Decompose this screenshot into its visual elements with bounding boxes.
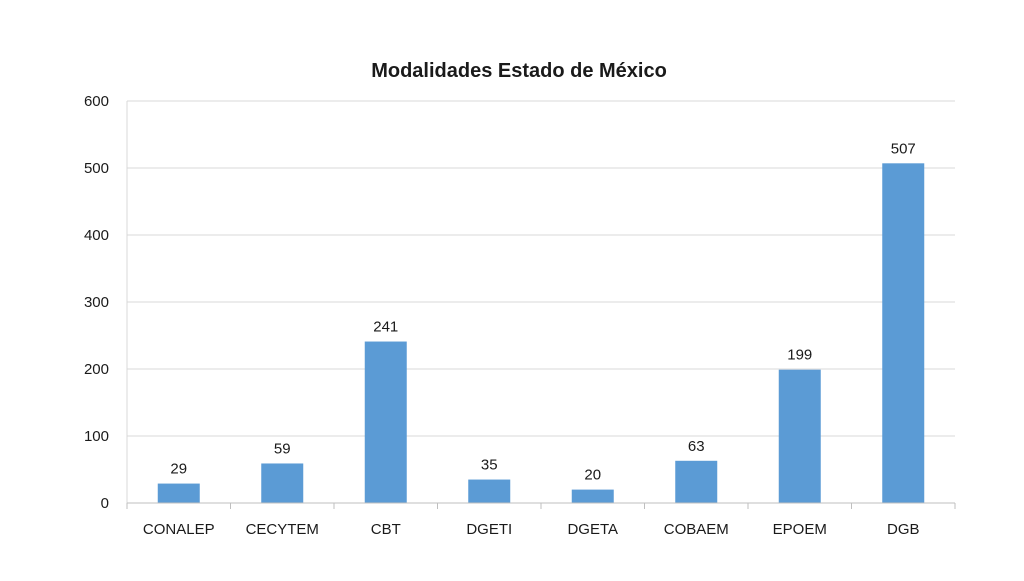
y-tick-label: 100: [84, 428, 109, 445]
data-label: 29: [170, 461, 187, 478]
data-label: 241: [373, 319, 398, 336]
data-label: 199: [787, 347, 812, 364]
data-label: 20: [584, 467, 601, 484]
bars: [157, 163, 925, 503]
x-tick-label: DGETA: [567, 521, 618, 538]
x-tick-label: CONALEP: [143, 521, 215, 538]
bar-cobaem: [675, 460, 718, 503]
bar-epoem: [778, 369, 821, 503]
bar-cecytem: [261, 463, 304, 503]
bar-dgb: [882, 163, 925, 503]
x-tick-label: COBAEM: [664, 521, 729, 538]
data-label: 59: [274, 440, 291, 457]
data-label: 507: [891, 140, 916, 157]
data-label: 63: [688, 438, 705, 455]
y-axis: 0 100 200 300 400 500 600: [84, 93, 128, 512]
y-tick-label: 400: [84, 227, 109, 244]
y-tick-label: 200: [84, 361, 109, 378]
bar-dgeti: [468, 479, 511, 503]
chart-title: Modalidades Estado de México: [371, 60, 667, 82]
data-labels: 29 59 241 35 20 63 199 507: [170, 140, 915, 483]
x-tick-label: DGB: [887, 521, 920, 538]
y-tick-label: 0: [101, 495, 109, 512]
x-tick-label: CBT: [371, 521, 401, 538]
x-axis: CONALEP CECYTEM CBT DGETI DGETA COBAEM EPOEM DG…: [126, 502, 956, 538]
x-tick-label: EPOEM: [773, 521, 827, 538]
x-tick-label: DGETI: [466, 521, 512, 538]
gridlines: [127, 100, 955, 437]
bar-conalep: [157, 483, 200, 503]
x-tick-label: CECYTEM: [246, 521, 319, 538]
y-tick-label: 300: [84, 294, 109, 311]
bar-cbt: [364, 341, 407, 503]
y-tick-label: 500: [84, 160, 109, 177]
bar-dgeta: [571, 489, 614, 503]
y-tick-label: 600: [84, 93, 109, 110]
data-label: 35: [481, 457, 498, 474]
